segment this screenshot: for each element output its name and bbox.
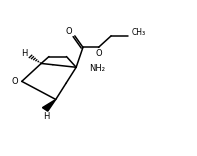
Text: O: O bbox=[66, 27, 72, 36]
Text: H: H bbox=[21, 49, 27, 58]
Text: NH₂: NH₂ bbox=[89, 64, 105, 73]
Text: O: O bbox=[96, 49, 102, 58]
Polygon shape bbox=[42, 100, 56, 111]
Text: H: H bbox=[43, 112, 49, 121]
Text: O: O bbox=[11, 77, 18, 86]
Text: CH₃: CH₃ bbox=[131, 28, 145, 37]
